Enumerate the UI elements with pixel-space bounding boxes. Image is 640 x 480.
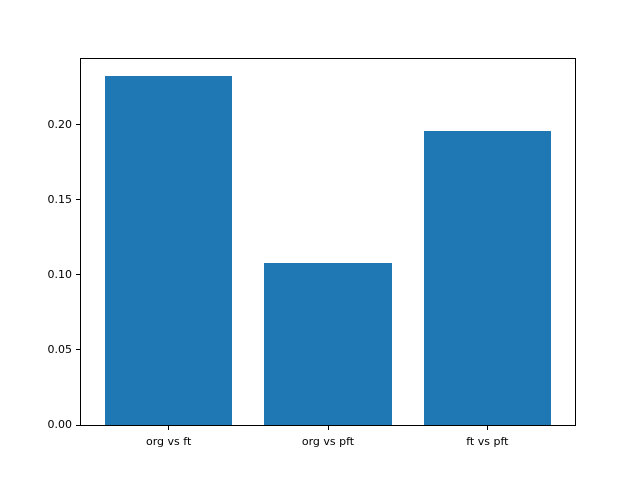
bar-0 xyxy=(104,76,233,425)
bar-2 xyxy=(423,130,552,425)
x-tick-label: org vs pft xyxy=(301,435,355,448)
x-tick xyxy=(486,426,488,430)
x-tick-label: org vs ft xyxy=(146,435,192,448)
y-tick-label: 0.15 xyxy=(47,192,73,206)
y-tick-label: 0.00 xyxy=(47,418,73,431)
y-tick-label: 0.20 xyxy=(47,117,73,131)
x-tick xyxy=(168,426,170,430)
bar-1 xyxy=(264,262,392,425)
y-tick-label: 0.05 xyxy=(47,342,73,356)
y-tick xyxy=(76,274,80,276)
y-tick xyxy=(76,199,80,201)
plot-area xyxy=(80,58,576,426)
y-tick xyxy=(76,124,80,125)
y-tick xyxy=(76,424,80,426)
x-tick-label: ft vs pft xyxy=(466,435,509,448)
y-tick-label: 0.10 xyxy=(47,267,73,281)
x-tick xyxy=(327,426,329,430)
y-tick xyxy=(76,349,80,351)
